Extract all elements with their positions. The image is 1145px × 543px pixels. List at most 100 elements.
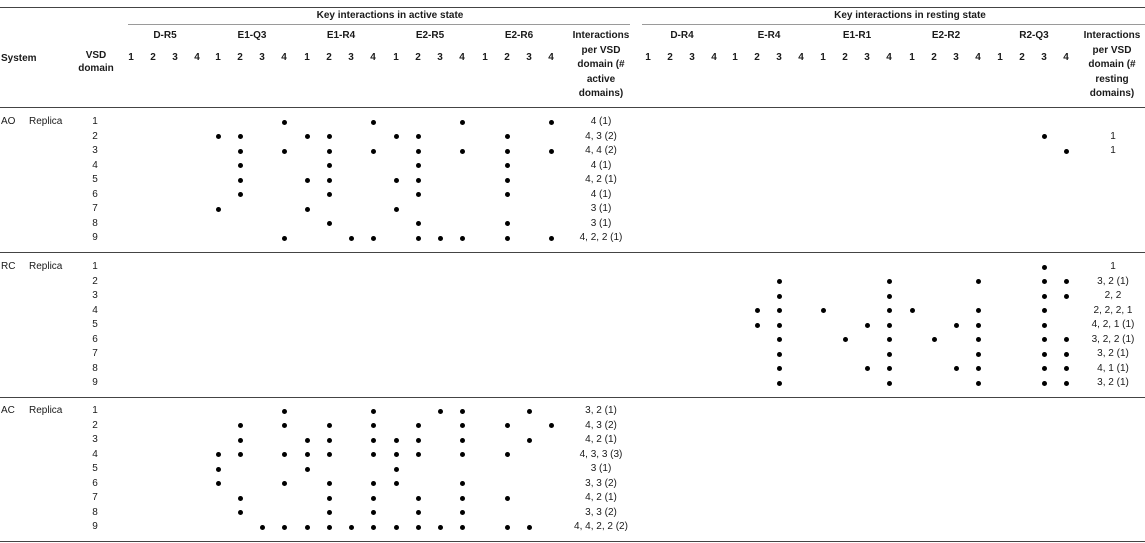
interaction-dot <box>459 423 465 428</box>
interaction-dot <box>504 177 510 183</box>
interaction-dot <box>975 322 981 328</box>
interaction-dot <box>237 163 243 168</box>
vsd-domain-number: 6 <box>92 188 98 200</box>
resting-position-label: 2 <box>842 52 848 63</box>
interaction-dot <box>548 423 554 428</box>
interaction-dot <box>886 322 892 328</box>
active-position-label: 1 <box>482 52 488 63</box>
interaction-dot <box>326 481 332 486</box>
active-interactions-value: 4, 4, 2, 2 (2) <box>574 521 628 532</box>
vsd-domain-number: 8 <box>92 362 98 374</box>
active-pair-label: E2-R5 <box>415 30 445 41</box>
interaction-dot <box>1041 380 1047 386</box>
interaction-dot <box>281 524 287 530</box>
vsd-domain-number: 7 <box>92 492 98 503</box>
active-position-label: 4 <box>194 52 200 63</box>
interaction-dot <box>415 452 421 457</box>
interaction-dot <box>281 423 287 428</box>
interaction-dot <box>886 308 892 313</box>
resting-position-label: 3 <box>864 52 870 63</box>
interaction-dot <box>504 495 510 501</box>
interaction-dot <box>415 495 421 501</box>
active-position-label: 4 <box>459 52 465 63</box>
active-interactions-value: 3, 2 (1) <box>585 405 617 416</box>
header-top-rule <box>0 7 1145 8</box>
vsd-domain-number: 5 <box>92 174 98 185</box>
vsd-domain-number: 2 <box>92 275 98 287</box>
vsd-domain-number: 2 <box>92 419 98 431</box>
interaction-dot <box>548 119 554 125</box>
interaction-dot <box>1063 337 1069 342</box>
interaction-dot <box>776 366 782 371</box>
resting-interactions-value: 3, 2 (1) <box>1097 348 1129 359</box>
system-name: AO <box>1 116 16 127</box>
active-position-label: 3 <box>437 52 443 63</box>
active-position-label: 1 <box>128 52 134 63</box>
interaction-dot <box>215 452 221 457</box>
active-interactions-value: 3 (1) <box>590 217 612 229</box>
interaction-dot <box>754 308 760 313</box>
active-position-label: 3 <box>172 52 178 63</box>
interaction-dot <box>1041 308 1047 313</box>
active-interactions-value: 3, 3 (2) <box>585 477 617 489</box>
vsd-domain-number: 3 <box>92 290 98 301</box>
active-position-label: 3 <box>259 52 265 63</box>
vsd-domain-number: 1 <box>92 116 98 127</box>
interaction-dot <box>1041 322 1047 328</box>
active-interactions-value: 4, 3, 3 (3) <box>579 448 623 460</box>
vsd-domain-number: 8 <box>92 217 98 229</box>
interaction-dot <box>326 148 332 154</box>
interaction-dot <box>526 437 532 443</box>
interaction-dot <box>504 524 510 530</box>
active-position-label: 3 <box>348 52 354 63</box>
resting-position-label: 4 <box>975 52 981 63</box>
interaction-dot <box>909 308 915 313</box>
resting-interactions-value: 2, 2 <box>1104 290 1122 301</box>
interaction-dot <box>259 524 265 530</box>
interaction-dot <box>886 279 892 284</box>
interaction-dot <box>864 366 870 371</box>
interaction-dot <box>459 481 465 486</box>
interaction-dot <box>326 437 332 443</box>
vsd-domain-number: 6 <box>92 477 98 489</box>
resting-position-label: 1 <box>909 52 915 63</box>
interaction-dot <box>370 148 376 154</box>
interaction-dot <box>504 148 510 154</box>
vsd-domain-number: 3 <box>92 434 98 445</box>
active-state-title: Key interactions in active state <box>316 10 464 21</box>
vsd-domain-number: 3 <box>92 145 98 156</box>
vsd-domain-number: 4 <box>92 448 98 460</box>
interaction-dot <box>326 177 332 183</box>
resting-group-rule <box>642 24 1145 25</box>
interaction-dot <box>348 524 354 530</box>
resting-interactions-value: 4, 1 (1) <box>1097 362 1129 374</box>
interaction-dot <box>459 524 465 530</box>
interaction-dot <box>1041 293 1047 299</box>
vsd-domain-number: 5 <box>92 463 98 474</box>
interaction-dot <box>459 148 465 154</box>
interaction-dot <box>237 192 243 197</box>
interaction-dot <box>1063 366 1069 371</box>
resting-interactions-value: 1 <box>1110 130 1116 142</box>
interaction-dot <box>776 351 782 357</box>
active-pair-label: D-R5 <box>153 30 177 41</box>
interaction-dot <box>415 221 421 226</box>
interaction-dot <box>326 221 332 226</box>
resting-position-label: 4 <box>1063 52 1069 63</box>
system-header: System <box>1 53 37 64</box>
interaction-dot <box>459 437 465 443</box>
interaction-dot <box>370 524 376 530</box>
vsd-domain-number: 2 <box>92 130 98 142</box>
interaction-dot <box>326 524 332 530</box>
resting-position-label: 2 <box>1019 52 1025 63</box>
active-interactions-value: 4, 2 (1) <box>585 174 617 185</box>
interaction-dot <box>326 452 332 457</box>
active-position-label: 1 <box>393 52 399 63</box>
interaction-dot <box>548 235 554 241</box>
interaction-dot <box>370 119 376 125</box>
active-position-label: 1 <box>304 52 310 63</box>
resting-interactions-value: 1 <box>1110 145 1116 156</box>
interaction-dot <box>437 524 443 530</box>
resting-position-label: 2 <box>754 52 760 63</box>
interaction-dot <box>215 466 221 472</box>
